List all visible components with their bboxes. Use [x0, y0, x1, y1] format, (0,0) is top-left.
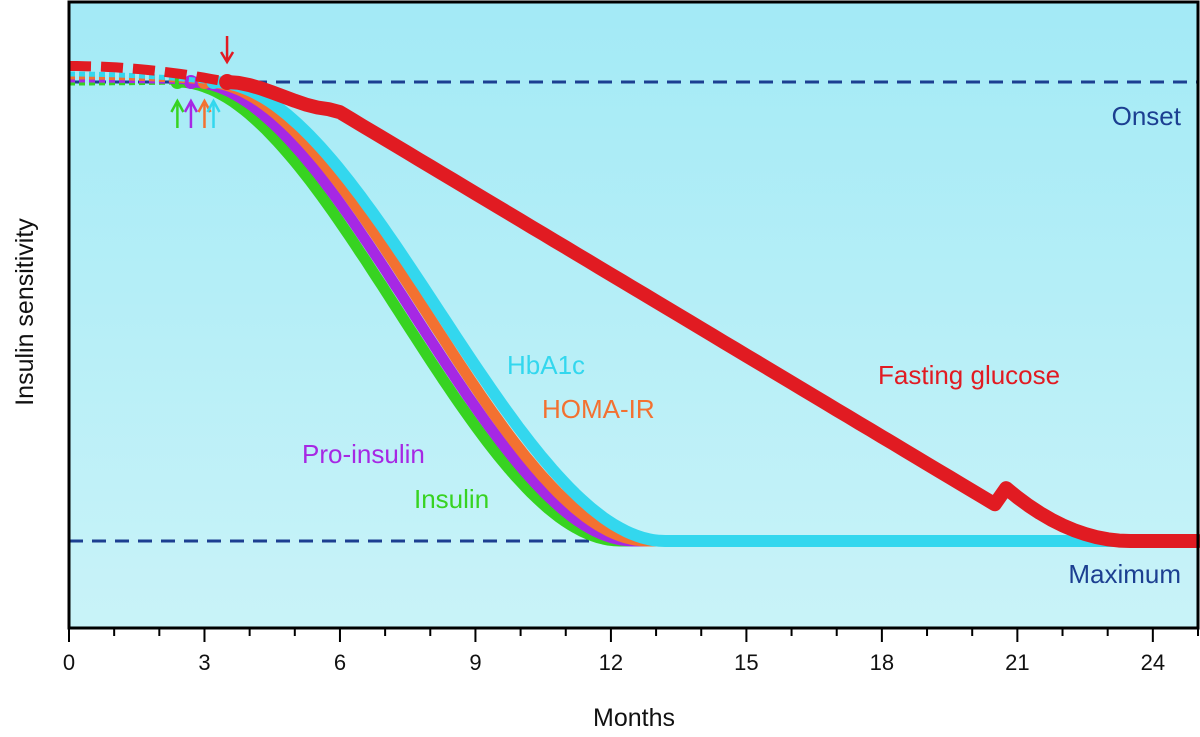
onset-arrow-insulin: [170, 98, 185, 128]
x-axis-title: Months: [593, 704, 675, 732]
series-label-fasting-glucose: Fasting glucose: [878, 360, 1060, 390]
series-label-hba1c: HbA1c: [507, 350, 585, 380]
x-tick-label: 24: [1141, 650, 1165, 675]
series-label-homa-ir: HOMA-IR: [542, 394, 655, 424]
x-tick-label: 9: [469, 650, 481, 675]
x-tick-label: 3: [198, 650, 210, 675]
series-labels: Onset Maximum Insulin Pro-insulin HOMA-IR HbA…: [302, 101, 1182, 589]
series-fasting-glucose-preonset: [69, 61, 229, 87]
series-hba1c-line: [207, 76, 1200, 547]
onset-point-fasting-glucose: [219, 74, 236, 90]
x-tick-label: 15: [734, 650, 758, 675]
plot-frame: [67, 0, 1200, 630]
onset-arrows: [170, 36, 235, 128]
x-tick-label: 21: [1005, 650, 1029, 675]
onset-arrow-fasting-glucose: [219, 36, 235, 65]
series-homa-ir-line: [199, 76, 1200, 547]
series-label-pro-insulin: Pro-insulin: [302, 439, 425, 469]
series-group: [69, 61, 1200, 548]
x-axis-ticks: 0 3 6 9 12 15 18 21 24: [63, 628, 1199, 675]
x-tick-label: 0: [63, 650, 75, 675]
reference-label-onset: Onset: [1112, 101, 1182, 131]
x-tick-label: 18: [870, 650, 894, 675]
x-tick-label: 6: [334, 650, 346, 675]
onset-arrow-pro-insulin: [183, 98, 199, 128]
series-pro-insulin-line: [185, 76, 1200, 547]
series-insulin-line: [171, 76, 1200, 547]
series-label-insulin: Insulin: [414, 484, 489, 514]
onset-arrow-hba1c: [206, 98, 221, 128]
series-hba1c-preonset: [69, 71, 214, 85]
y-axis-title: Insulin sensitivity: [11, 218, 39, 406]
x-tick-label: 12: [599, 650, 623, 675]
reference-label-maximum: Maximum: [1068, 559, 1181, 589]
series-fasting-glucose-line: [220, 75, 1200, 548]
